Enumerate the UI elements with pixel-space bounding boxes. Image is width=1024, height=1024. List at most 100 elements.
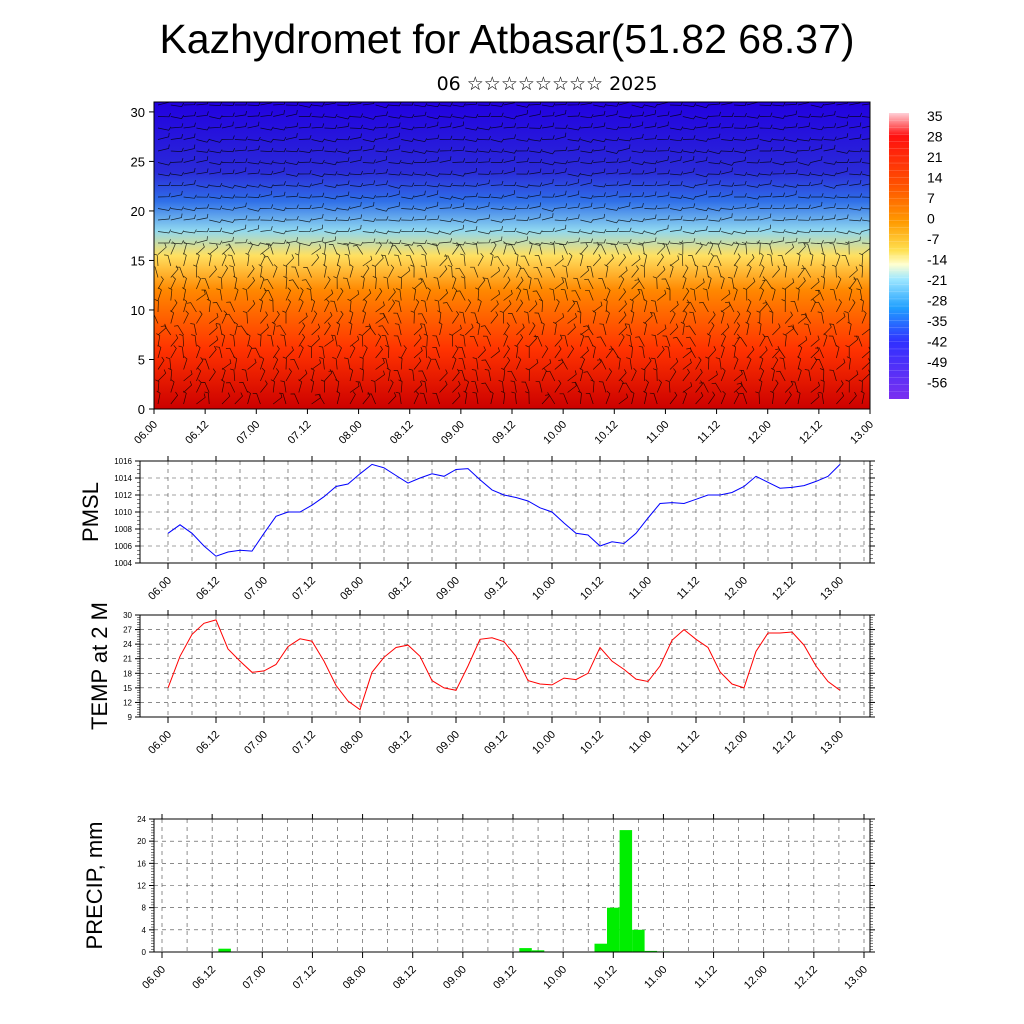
wind-barb bbox=[333, 276, 338, 290]
wind-barb bbox=[375, 216, 389, 221]
wind-barb bbox=[567, 157, 580, 163]
wind-barb bbox=[733, 112, 747, 118]
wind-barb bbox=[746, 240, 760, 245]
wind-barb bbox=[298, 344, 304, 359]
wind-barb bbox=[746, 172, 760, 177]
wind-barb bbox=[413, 190, 426, 198]
wind-barb bbox=[695, 380, 703, 393]
wind-barb bbox=[593, 213, 606, 221]
wind-barb bbox=[375, 333, 382, 347]
wind-barb bbox=[426, 148, 440, 153]
wind-barb bbox=[183, 310, 189, 324]
wind-barb bbox=[471, 381, 479, 393]
wind-barb bbox=[183, 241, 187, 255]
wind-barb bbox=[260, 190, 273, 198]
x-tick-label: 13.00 bbox=[842, 964, 870, 992]
wind-barb bbox=[311, 335, 320, 347]
wind-barb bbox=[721, 161, 735, 166]
wind-barb bbox=[179, 333, 184, 347]
wind-barb bbox=[657, 135, 670, 140]
colorbar-label: 21 bbox=[927, 149, 943, 165]
wind-barb bbox=[733, 333, 741, 347]
wind-barb bbox=[375, 111, 388, 117]
wind-barb bbox=[605, 368, 613, 382]
wind-barb bbox=[597, 244, 607, 255]
y-tick-label: 12 bbox=[123, 698, 132, 707]
wind-barb bbox=[759, 204, 773, 209]
wind-barb bbox=[348, 321, 353, 336]
wind-barb bbox=[247, 276, 256, 290]
wind-barb bbox=[558, 359, 568, 370]
wind-barb bbox=[721, 102, 733, 106]
wind-barb bbox=[226, 301, 236, 313]
wind-barb bbox=[529, 191, 542, 198]
wind-barb bbox=[733, 136, 748, 141]
wind-barb bbox=[439, 230, 453, 235]
wind-barb bbox=[452, 195, 466, 200]
wind-barb bbox=[657, 180, 670, 186]
wind-barb bbox=[503, 123, 517, 129]
wind-barb bbox=[490, 122, 503, 129]
wind-barb bbox=[247, 183, 261, 188]
wind-barb bbox=[268, 299, 274, 313]
wind-barb bbox=[652, 276, 658, 290]
wind-barb bbox=[196, 204, 210, 209]
wind-barb bbox=[397, 276, 402, 290]
wind-barb bbox=[285, 110, 298, 117]
wind-barb bbox=[605, 158, 619, 163]
wind-barb bbox=[221, 333, 226, 347]
wind-barb bbox=[458, 346, 466, 359]
wind-barb bbox=[746, 345, 755, 359]
wind-barb bbox=[239, 382, 248, 393]
precip-bar bbox=[607, 907, 620, 952]
wind-barb bbox=[285, 182, 300, 187]
wind-barb bbox=[493, 256, 504, 267]
wind-barb bbox=[810, 172, 824, 177]
wind-barb bbox=[418, 370, 428, 382]
wind-barb bbox=[164, 254, 172, 267]
wind-barb bbox=[342, 277, 351, 290]
wind-barb bbox=[848, 299, 856, 313]
wind-barb bbox=[359, 367, 364, 382]
wind-barb bbox=[584, 278, 594, 290]
wind-barb bbox=[733, 322, 741, 336]
wind-barb bbox=[247, 169, 261, 175]
wind-barb bbox=[273, 181, 286, 186]
wind-barb bbox=[528, 334, 538, 347]
wind-barb bbox=[221, 230, 236, 235]
wind-barb bbox=[554, 255, 564, 267]
wind-barb bbox=[707, 275, 712, 290]
wind-barb bbox=[298, 123, 312, 129]
wind-barb bbox=[580, 159, 594, 165]
wind-barb bbox=[810, 289, 820, 301]
wind-barb bbox=[580, 114, 594, 119]
wind-barb bbox=[154, 299, 159, 313]
wind-barb bbox=[490, 241, 497, 255]
wind-barb bbox=[669, 181, 683, 186]
wind-barb bbox=[477, 179, 490, 186]
wind-barb bbox=[559, 244, 568, 255]
colorbar-label: 7 bbox=[927, 190, 935, 206]
wind-barb bbox=[393, 335, 402, 347]
wind-barb bbox=[242, 288, 248, 301]
wind-barb bbox=[324, 207, 338, 212]
wind-barb bbox=[795, 287, 800, 301]
wind-barb bbox=[201, 289, 210, 301]
wind-barb bbox=[503, 289, 513, 301]
wind-barb bbox=[477, 135, 491, 141]
wind-barb bbox=[590, 379, 595, 393]
wind-barb bbox=[285, 215, 299, 221]
wind-barb bbox=[285, 226, 299, 232]
wind-barb bbox=[401, 114, 415, 119]
x-tick-label: 12.12 bbox=[797, 419, 825, 447]
wind-barb bbox=[695, 115, 709, 120]
x-tick-label: 13.00 bbox=[848, 419, 876, 447]
wind-barb bbox=[490, 266, 501, 278]
wind-barb bbox=[170, 147, 184, 152]
wind-barb bbox=[567, 345, 575, 359]
wind-barb bbox=[196, 184, 210, 188]
wind-barb bbox=[183, 180, 196, 186]
wind-barb bbox=[820, 379, 825, 393]
wind-barb bbox=[272, 393, 283, 405]
